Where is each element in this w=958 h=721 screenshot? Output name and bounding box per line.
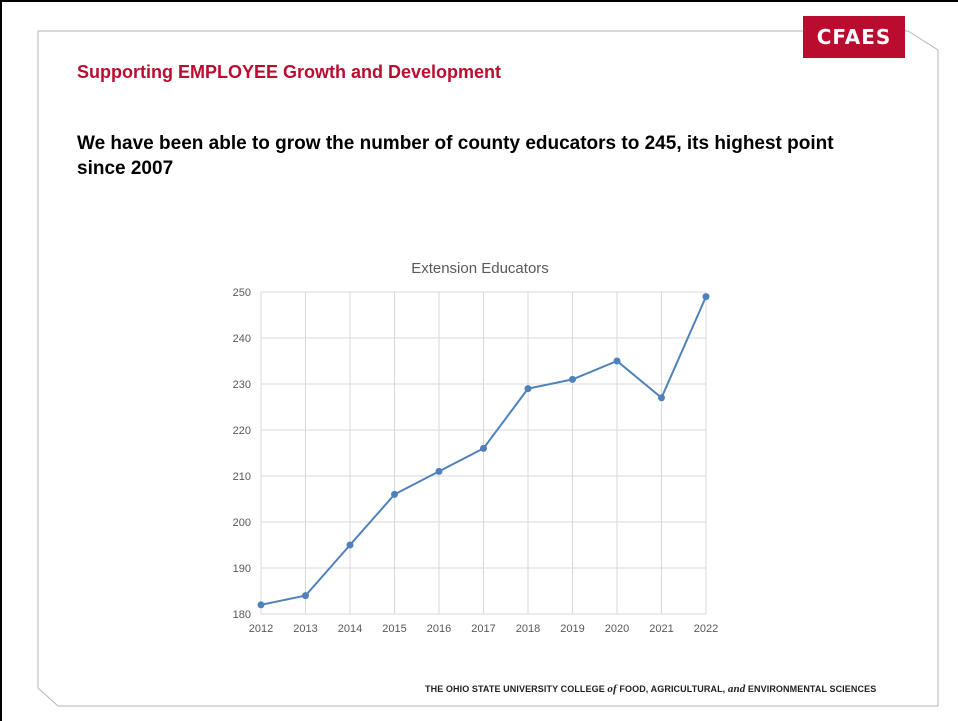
footer-of: of: [607, 683, 617, 695]
y-tick-label: 250: [233, 287, 251, 299]
y-tick-label: 200: [233, 517, 251, 529]
chart-grid: [260, 291, 707, 615]
x-tick-label: 2016: [427, 623, 451, 635]
data-point: [569, 375, 576, 383]
cfaes-logo: CFAES: [803, 16, 905, 58]
x-axis-ticks: 2012 2013 2014 2015 2016 2017 2018 2019 2020 2021…: [249, 623, 718, 635]
data-point: [480, 444, 487, 452]
footer-institution: THE OHIO STATE UNIVERSITY COLLEGE of FOO…: [425, 683, 876, 695]
y-tick-label: 240: [233, 333, 251, 345]
chart-title: Extension Educators: [411, 260, 549, 277]
x-tick-label: 2019: [560, 623, 584, 635]
x-tick-label: 2021: [649, 623, 673, 635]
data-point: [435, 467, 443, 475]
y-tick-label: 230: [233, 379, 251, 391]
series-points: [257, 293, 710, 609]
footer-part2: FOOD, AGRICULTURAL,: [616, 684, 728, 694]
y-tick-label: 220: [233, 425, 251, 437]
y-tick-label: 190: [233, 563, 251, 575]
data-point: [302, 592, 309, 600]
data-point: [257, 601, 265, 609]
x-tick-label: 2017: [471, 623, 495, 635]
y-axis-ticks: 180 190 200 210 220 230 240 250: [233, 287, 251, 621]
data-point: [613, 357, 621, 365]
y-tick-label: 180: [233, 609, 251, 621]
x-tick-label: 2018: [516, 623, 540, 635]
x-tick-label: 2022: [694, 623, 718, 635]
footer-part3: ENVIRONMENTAL SCIENCES: [745, 684, 877, 694]
footer-and: and: [727, 683, 746, 695]
y-tick-label: 210: [233, 471, 251, 483]
data-point: [346, 541, 354, 549]
x-tick-label: 2013: [293, 623, 317, 635]
data-point: [391, 490, 398, 498]
slide-subtitle: Supporting EMPLOYEE Growth and Developme…: [77, 62, 502, 82]
x-tick-label: 2014: [338, 623, 362, 635]
x-tick-label: 2015: [382, 623, 406, 635]
data-point: [524, 385, 532, 393]
data-point: [658, 394, 665, 402]
data-point: [702, 293, 710, 301]
footer-part1: THE OHIO STATE UNIVERSITY COLLEGE: [425, 684, 608, 694]
x-tick-label: 2020: [605, 623, 629, 635]
slide-headline: We have been able to grow the number of …: [77, 133, 834, 179]
x-tick-label: 2012: [249, 623, 273, 635]
